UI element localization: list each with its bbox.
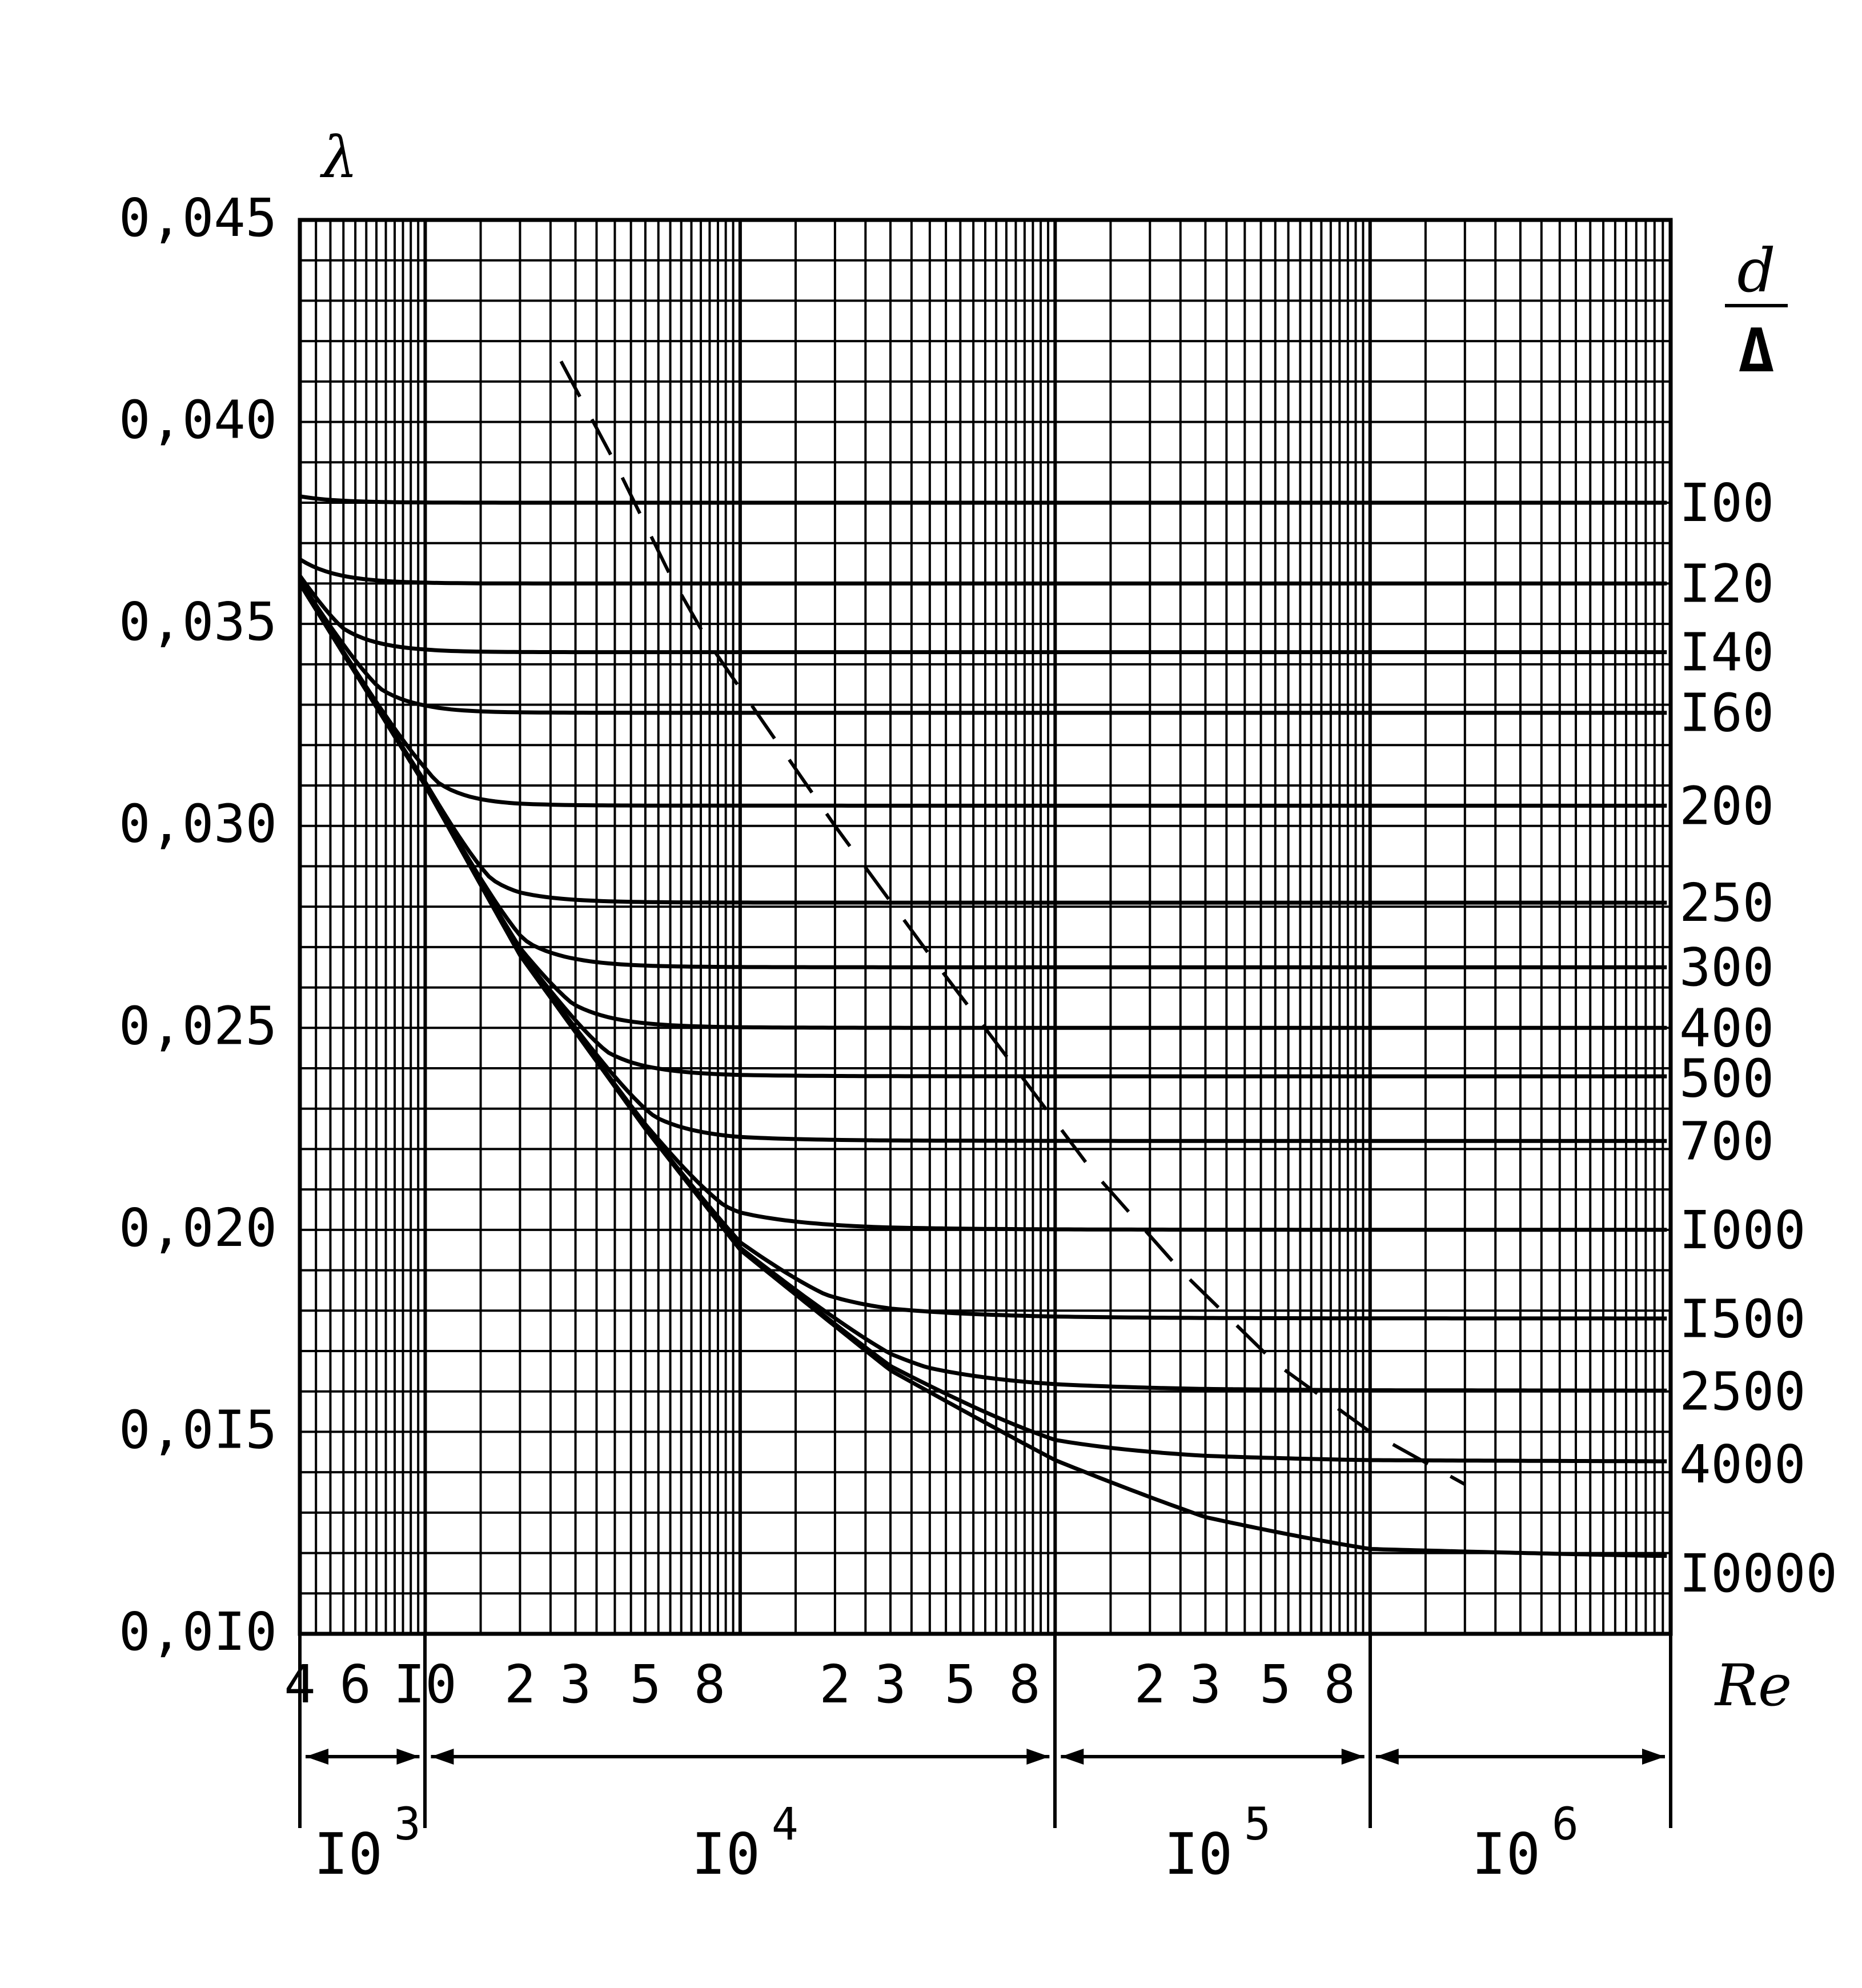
curve-d-delta-300 xyxy=(300,582,1667,969)
decade-arrow-left xyxy=(1375,1749,1399,1765)
y-tick-label: 0,045 xyxy=(119,187,277,248)
y-tick-label: 0,020 xyxy=(119,1197,277,1258)
decade-arrow-right xyxy=(1341,1749,1365,1765)
legend-label-d-delta: I00 xyxy=(1679,472,1774,534)
y-tick-label: 0,035 xyxy=(119,591,277,652)
decade-exponent: 5 xyxy=(1244,1799,1271,1850)
decade-exponent: 4 xyxy=(772,1799,798,1850)
decade-label: I0 xyxy=(692,1821,760,1887)
x-tick-label: 2 xyxy=(504,1654,536,1715)
axis-titles: dΔλ Re xyxy=(319,124,1792,1719)
x-tick-label: 5 xyxy=(629,1654,661,1715)
curve-d-delta-700 xyxy=(300,582,1667,1143)
x-tick-label: 5 xyxy=(1259,1654,1291,1715)
legend-label-d-delta: I0000 xyxy=(1679,1543,1837,1604)
x-tick-label: 2 xyxy=(1134,1654,1166,1715)
decade-arrow-right xyxy=(1026,1749,1050,1765)
x-tick-label: 8 xyxy=(1324,1654,1355,1715)
curve-d-delta-I00 xyxy=(300,494,1667,505)
x-tick-label: 2 xyxy=(819,1654,850,1715)
curve-d-delta-I0000 xyxy=(300,582,1667,1558)
legend-label-d-delta: 250 xyxy=(1679,872,1774,933)
decade-label: I0 xyxy=(1472,1821,1540,1887)
y-tick-label: 0,030 xyxy=(119,793,277,855)
decade-brackets: I0 3 I0 4 I0 5 I0 6 xyxy=(298,1634,1672,1887)
curve-d-delta-I500 xyxy=(300,582,1667,1321)
x-tick-labels: 4 6 I0 2 3 5 8 2 3 5 8 2 3 5 8 xyxy=(284,1654,1355,1715)
x-tick-label: 6 xyxy=(339,1654,371,1715)
plot-border xyxy=(298,218,1673,1636)
y-axis-symbol: λ xyxy=(319,124,358,191)
decade-exponent: 3 xyxy=(394,1799,421,1850)
curve-d-delta-4000 xyxy=(300,582,1667,1464)
legend-label-d-delta: 4000 xyxy=(1679,1434,1806,1495)
legend-label-d-delta: I60 xyxy=(1679,683,1774,744)
x-tick-label: 8 xyxy=(694,1654,725,1715)
x-tick-label: 3 xyxy=(560,1654,591,1715)
y-tick-label: 0,025 xyxy=(119,995,277,1056)
chart-curves xyxy=(300,360,1667,1558)
legend-label-d-delta: I500 xyxy=(1679,1288,1806,1349)
plot-frame xyxy=(298,218,1673,1636)
decade-arrow-left xyxy=(431,1749,454,1765)
curve-d-delta-I40 xyxy=(300,574,1667,655)
y-tick-label: 0,0I5 xyxy=(119,1399,277,1460)
x-tick-label: 3 xyxy=(874,1654,906,1715)
curve-d-delta-I60 xyxy=(300,579,1667,715)
y-tick-label: 0,040 xyxy=(119,390,277,451)
legend-label-d-delta: 400 xyxy=(1679,997,1774,1059)
curve-d-delta-250 xyxy=(300,582,1667,905)
legend-label-d-delta: 700 xyxy=(1679,1111,1774,1172)
decade-arrow-right xyxy=(1642,1749,1665,1765)
decade-arrow-left xyxy=(306,1749,328,1765)
curve-d-delta-I20 xyxy=(300,557,1667,586)
legend-label-d-delta: 500 xyxy=(1679,1048,1774,1109)
legend-label-d-delta: I000 xyxy=(1679,1200,1806,1261)
legend-title-denominator: Δ xyxy=(1738,316,1774,386)
y-tick-label: 0,0I0 xyxy=(119,1601,277,1662)
decade-arrow-left xyxy=(1061,1749,1084,1765)
x-tick-label: 3 xyxy=(1190,1654,1221,1715)
legend-title-numerator: d xyxy=(1737,236,1775,306)
decade-exponent: 6 xyxy=(1552,1799,1579,1850)
y-tick-labels: 0,0I0 0,0I5 0,020 0,025 0,030 0,035 0,040 0,045 xyxy=(119,187,277,1662)
chart-grid xyxy=(299,219,1672,1635)
x-axis-label: Re xyxy=(1714,1652,1792,1719)
curve-d-delta-200 xyxy=(300,582,1667,808)
legend-label-d-delta: 200 xyxy=(1679,775,1774,836)
legend-label-d-delta: I20 xyxy=(1679,553,1774,614)
curve-d-delta-500 xyxy=(300,582,1667,1079)
legend-label-d-delta: I40 xyxy=(1679,622,1774,683)
legend-label-d-delta: 2500 xyxy=(1679,1361,1806,1422)
decade-arrow-right xyxy=(396,1749,420,1765)
decade-label: I0 xyxy=(1164,1821,1233,1887)
x-tick-label: 8 xyxy=(1009,1654,1040,1715)
x-tick-label: 5 xyxy=(945,1654,976,1715)
legend-label-d-delta: 300 xyxy=(1679,937,1774,998)
decade-label: I0 xyxy=(314,1821,383,1887)
